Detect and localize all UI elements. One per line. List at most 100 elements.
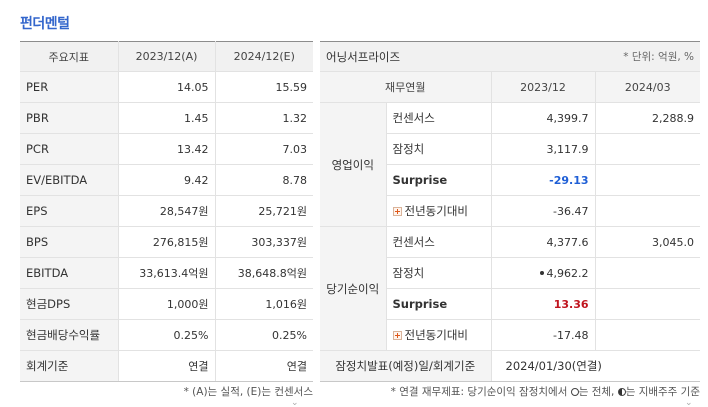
group-label: 영업이익 [320, 102, 386, 227]
indicator-label: PER [20, 71, 118, 103]
value-2024-estimate: 1,016원 [214, 288, 313, 320]
indicator-label: 회계기준 [20, 350, 118, 382]
metric-label: 잠정치 [385, 133, 491, 165]
metric-label: 컨센서스 [385, 102, 491, 134]
value-2023-12: 3,117.9 [490, 133, 595, 165]
metric-label-text: 잠정치 [392, 142, 425, 156]
value-2023-12: 4,962.2 [490, 257, 595, 289]
footnote-prefix: * 연결 재무제표: 당기순이익 잠정치에서 [390, 386, 568, 398]
key-indicators-table: 주요지표 2023/12(A) 2024/12(E) PER 14.05 15.59… [20, 41, 313, 382]
table-row: PCR 13.42 7.03 [20, 133, 313, 165]
value-2024-03 [594, 257, 701, 289]
value-2024-estimate: 연결 [214, 350, 313, 382]
header-2023-actual: 2023/12(A) [117, 41, 215, 72]
value-text: -17.48 [553, 328, 589, 342]
value-2023-actual: 0.25% [117, 319, 215, 351]
metric-label-text: 잠정치 [392, 266, 425, 280]
value-2024-estimate: 15.59 [214, 71, 313, 103]
indicator-label: 현금DPS [20, 288, 118, 320]
value-2023-12: -17.48 [490, 319, 595, 351]
header-indicator: 주요지표 [20, 41, 118, 72]
metric-label-text: Surprise [392, 173, 448, 187]
right-footnote: * 연결 재무제표: 당기순이익 잠정치에서 는 전체, 는 지배주주 기준 [320, 384, 700, 399]
metric-label: Surprise [385, 288, 491, 320]
value-2023-12: 4,399.7 [490, 102, 595, 134]
announce-date-value: 2024/01/30(연결) [490, 350, 701, 382]
value-2023-actual: 1.45 [117, 102, 215, 134]
value-text: 3,117.9 [546, 142, 589, 156]
value-text: -36.47 [553, 204, 589, 218]
table-row: 영업이익 컨센서스 4,399.7 2,288.9 [320, 102, 701, 227]
table-row: Surprise 13.36 [320, 288, 701, 320]
metric-label-text: 컨센서스 [392, 111, 435, 125]
table-row: 잠정치 4,962.2 [320, 257, 701, 289]
group-label: 당기순이익 [320, 226, 386, 351]
value-2024-03: 3,045.0 [594, 226, 701, 258]
plus-icon[interactable] [392, 207, 402, 216]
value-2023-12: 4,377.6 [490, 226, 595, 258]
header-2024-estimate: 2024/12(E) [214, 41, 313, 72]
value-2024-03 [594, 133, 701, 165]
indicator-label: EPS [20, 195, 118, 227]
chevron-down-icon[interactable]: ⌄ [291, 398, 299, 407]
metric-label: 잠정치 [385, 257, 491, 289]
footnote-suffix: 는 지배주주 기준 [625, 386, 700, 398]
header-fiscal-period: 재무연월 [320, 71, 491, 103]
value-2023-actual: 9.42 [117, 164, 215, 196]
table-row: EV/EBITDA 9.42 8.78 [20, 164, 313, 196]
value-2023-actual: 13.42 [117, 133, 215, 165]
chevron-down-icon[interactable]: ⌄ [685, 398, 693, 407]
header-2024-03: 2024/03 [594, 71, 701, 103]
unit-label: * 단위: 억원, % [491, 41, 701, 72]
metric-label-text: Surprise [392, 297, 448, 311]
value-2024-estimate: 25,721원 [214, 195, 313, 227]
metric-label[interactable]: 전년동기대비 [385, 195, 491, 227]
earnings-surprise-table: 어닝서프라이즈 * 단위: 억원, % 재무연월 2023/12 2024/03… [320, 41, 701, 382]
table-row: PER 14.05 15.59 [20, 71, 313, 103]
indicator-label: EBITDA [20, 257, 118, 289]
value-text: 4,962.2 [546, 266, 589, 280]
header-2023-12: 2023/12 [490, 71, 595, 103]
table-row: 잠정치 3,117.9 [320, 133, 701, 165]
value-2023-actual: 연결 [117, 350, 215, 382]
announce-date-label: 잠정치발표(예정)일/회계기준 [320, 350, 491, 382]
metric-label: 컨센서스 [385, 226, 491, 258]
metric-label-text: 전년동기대비 [404, 328, 468, 342]
value-2024-estimate: 38,648.8억원 [214, 257, 313, 289]
table-row: 회계기준 연결 연결 [20, 350, 313, 382]
plus-icon[interactable] [392, 331, 402, 340]
indicator-label: PCR [20, 133, 118, 165]
value-2023-12: -29.13 [490, 164, 595, 196]
table-row: PBR 1.45 1.32 [20, 102, 313, 134]
value-2024-03 [594, 164, 701, 196]
table-row: 현금배당수익률 0.25% 0.25% [20, 319, 313, 351]
value-2023-12: -36.47 [490, 195, 595, 227]
table-row: 당기순이익 컨센서스 4,377.6 3,045.0 [320, 226, 701, 351]
value-2023-actual: 1,000원 [117, 288, 215, 320]
table-row: BPS 276,815원 303,337원 [20, 226, 313, 258]
value-2023-actual: 14.05 [117, 71, 215, 103]
indicator-label: EV/EBITDA [20, 164, 118, 196]
value-2024-estimate: 8.78 [214, 164, 313, 196]
metric-label-text: 전년동기대비 [404, 204, 468, 218]
metric-label: Surprise [385, 164, 491, 196]
value-2023-actual: 28,547원 [117, 195, 215, 227]
dot-icon [539, 270, 544, 275]
filled-circle-icon [617, 388, 626, 396]
indicator-label: PBR [20, 102, 118, 134]
value-text: 13.36 [553, 297, 589, 311]
table-row: 전년동기대비 -36.47 [320, 195, 701, 227]
value-text: 4,377.6 [546, 235, 589, 249]
value-2024-estimate: 0.25% [214, 319, 313, 351]
value-2023-actual: 33,613.4억원 [117, 257, 215, 289]
left-footnote: * (A)는 실적, (E)는 컨센서스 [183, 386, 313, 398]
metric-label[interactable]: 전년동기대비 [385, 319, 491, 351]
value-2024-03 [594, 288, 701, 320]
table-row: 잠정치발표(예정)일/회계기준 2024/01/30(연결) [320, 350, 701, 382]
metric-label-text: 컨센서스 [392, 235, 435, 249]
table-row: Surprise -29.13 [320, 164, 701, 196]
value-text: -29.13 [549, 173, 589, 187]
indicator-label: BPS [20, 226, 118, 258]
value-2024-03 [594, 319, 701, 351]
open-circle-icon [570, 388, 579, 396]
